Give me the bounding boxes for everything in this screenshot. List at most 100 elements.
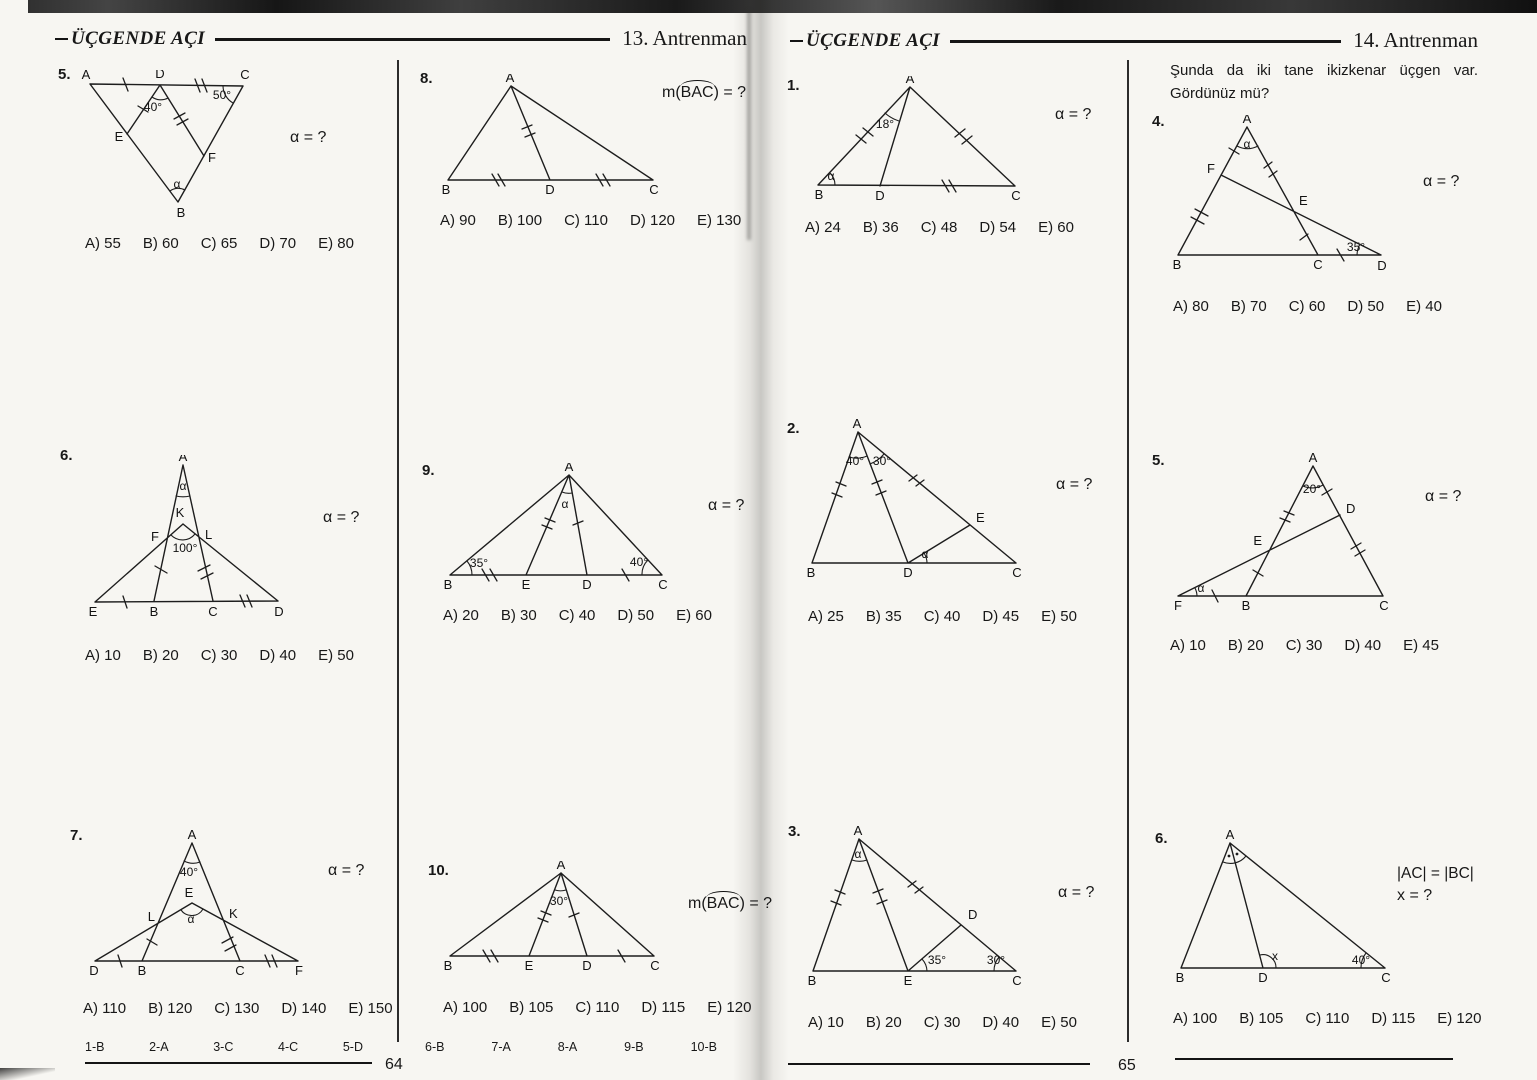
- triangle-diagram: A α D 35° 30° B E C: [808, 825, 1022, 988]
- vertex-label-d: D: [903, 565, 912, 580]
- question: α = ?: [1423, 173, 1460, 190]
- choices: A) 10 B) 20 C) 30 D) 40 E) 50: [85, 647, 354, 664]
- vertex-label-k: K: [229, 906, 238, 921]
- triangle-diagram: A 20° D E α F B C: [1174, 450, 1389, 613]
- choice: A) 100: [443, 999, 488, 1016]
- vertex-label-e: E: [904, 973, 913, 988]
- footer-rule: [85, 1062, 372, 1064]
- choice: C) 110: [575, 999, 620, 1016]
- lesson-number: 14. Antrenman: [1353, 28, 1478, 52]
- vertex-label-e: E: [525, 958, 534, 973]
- footer-rule: [788, 1063, 1090, 1065]
- problem-65-5: 5. A 20° D E α F B C α = ? A) 10 B) 20 C…: [1145, 435, 1537, 670]
- diagram-lines: [89, 77, 244, 203]
- answer-key-item: 8-A: [557, 1040, 578, 1054]
- problem-64-8: 8. A B D C m(BAC) = ? A) 90 B) 100 C) 11…: [410, 60, 760, 250]
- choice: C) 30: [1285, 637, 1323, 654]
- angle-label-40: 40°: [630, 555, 648, 569]
- choice: D) 120: [629, 212, 676, 229]
- column-divider: [1127, 60, 1129, 1042]
- choices: A) 100 B) 105 C) 110 D) 115 E) 120: [1173, 1010, 1481, 1027]
- vertex-label-c: C: [658, 577, 667, 592]
- vertex-label-f: F: [295, 963, 303, 978]
- choices: A) 80 B) 70 C) 60 D) 50 E) 40: [1173, 298, 1442, 315]
- header-rule: [215, 38, 611, 41]
- choice: E) 50: [1041, 608, 1077, 625]
- vertex-label-a: A: [82, 70, 91, 82]
- vertex-label-k: K: [176, 505, 185, 520]
- vertex-label-l: L: [205, 527, 212, 542]
- problem-64-7: 7. A 40° E α L K D B C F α = ? A) 110 B)…: [58, 815, 403, 1040]
- vertex-label-d: D: [89, 963, 98, 978]
- problem-65-6: 6. A x 40° B D C |AC| = |BC| x = ? A) 10…: [1145, 815, 1537, 1045]
- choice: E) 60: [676, 607, 712, 624]
- answer-key-item: 1-B: [85, 1040, 105, 1054]
- answer-key-left: 1-B 2-A 3-C 4-C 5-D: [85, 1040, 363, 1054]
- choices: A) 90 B) 100 C) 110 D) 120 E) 130: [440, 212, 741, 229]
- vertex-label-e: E: [976, 510, 985, 525]
- vertex-label-l: L: [148, 909, 155, 924]
- diagram-lines: [449, 474, 663, 582]
- scan-corner: [0, 0, 28, 15]
- choice: E) 60: [1038, 219, 1074, 236]
- angle-label-alpha: α: [855, 847, 862, 861]
- answer-key-item: 4-C: [278, 1040, 299, 1054]
- vertex-label-c: C: [1379, 598, 1388, 613]
- page65-header: ÜÇGENDE AÇI 14. Antrenman: [790, 28, 1478, 53]
- diagram-labels: A 18° α B D C: [815, 76, 1021, 203]
- choice: A) 10: [808, 1014, 844, 1031]
- angle-label-100: 100°: [173, 541, 198, 555]
- choice: D) 70: [259, 235, 297, 252]
- problem-number: 10.: [428, 862, 449, 879]
- header-dash: [55, 37, 68, 40]
- vertex-label-d: D: [274, 604, 283, 619]
- diagram-labels: A α F E 35° B C D: [1173, 115, 1387, 273]
- diagram-labels: A D C 40° 50° E F α B: [82, 70, 250, 220]
- question: α = ?: [328, 862, 365, 879]
- intro-note: Şunda da iki tane ikizkenar üçgen var. G…: [1170, 62, 1478, 102]
- diagram-labels: A x 40° B D C: [1176, 829, 1391, 985]
- triangle-diagram: A 40° E α L K D B C F: [89, 830, 303, 978]
- choice: C) 60: [1288, 298, 1326, 315]
- choice: D) 115: [641, 999, 686, 1016]
- angle-label-40: 40°: [180, 865, 198, 879]
- answer-key-right: 6-B 7-A 8-A 9-B 10-B: [425, 1040, 717, 1054]
- problem-64-6: 6. A α K F L 100° E B C D α = ? A) 10 B)…: [58, 440, 398, 680]
- angle-label-alpha: α: [828, 169, 835, 183]
- vertex-label-c: C: [1011, 188, 1020, 203]
- choice: E) 120: [707, 999, 752, 1016]
- choice: A) 25: [808, 608, 844, 625]
- diagram-lines: [447, 85, 654, 187]
- angle-label-alpha: α: [1244, 137, 1251, 151]
- vertex-label-f: F: [208, 150, 216, 165]
- answer-key-item: 3-C: [213, 1040, 234, 1054]
- vertex-label-d: D: [1377, 258, 1386, 273]
- problem-64-9: 9. A α 35° 40° B E D C α = ? A) 20 B) 30…: [410, 450, 760, 640]
- question: m(BAC) = ?: [662, 80, 747, 101]
- problem-number: 8.: [420, 70, 433, 87]
- vertex-label-a: A: [853, 419, 862, 431]
- problem-number: 5.: [58, 66, 71, 83]
- vertex-label-c: C: [240, 70, 249, 82]
- page-title: ÜÇGENDE AÇI: [71, 27, 206, 49]
- answer-key-item: 7-A: [491, 1040, 511, 1054]
- vertex-label-e: E: [522, 577, 531, 592]
- vertex-label-e: E: [1253, 533, 1262, 548]
- choice: D) 115: [1371, 1010, 1416, 1027]
- problem-64-10: 10. A 30° B E D C m(BAC) = ? A) 100 B) 1…: [410, 845, 772, 1035]
- page-title: ÜÇGENDE AÇI: [806, 29, 941, 51]
- vertex-label-a: A: [854, 825, 863, 838]
- choice: E) 80: [318, 235, 354, 252]
- choice: B) 105: [509, 999, 554, 1016]
- triangle-diagram: A x 40° B D C: [1176, 829, 1391, 985]
- vertex-label-d: D: [968, 907, 977, 922]
- page-fold-line: [747, 10, 751, 240]
- answer-key-item: 5-D: [342, 1040, 363, 1054]
- diagram-lines: [817, 86, 1016, 193]
- vertex-label-c: C: [649, 182, 658, 197]
- choices: A) 100 B) 105 C) 110 D) 115 E) 120: [443, 999, 751, 1016]
- vertex-label-f: F: [1174, 598, 1182, 613]
- diagram-lines: [449, 872, 655, 963]
- vertex-label-b: B: [1242, 598, 1251, 613]
- triangle-diagram: A 18° α B D C: [815, 76, 1021, 203]
